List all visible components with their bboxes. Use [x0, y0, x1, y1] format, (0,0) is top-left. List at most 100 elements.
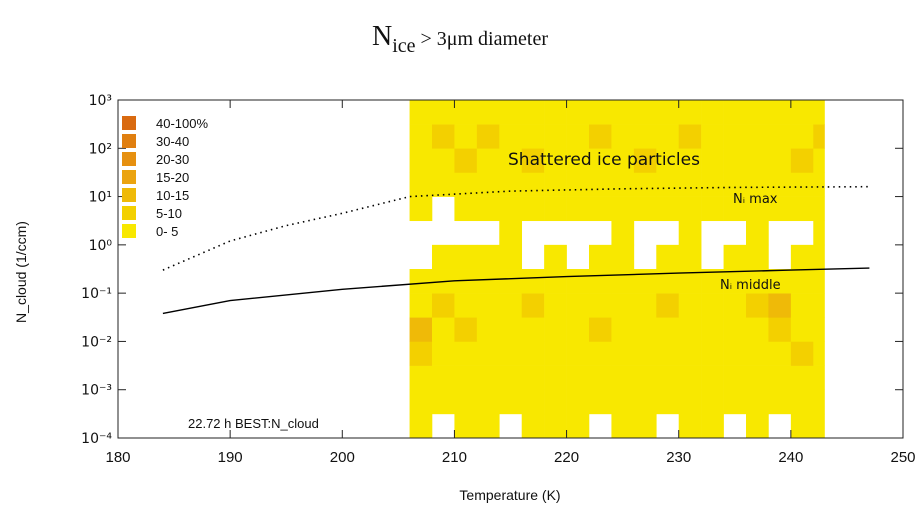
heat-cell	[589, 341, 612, 366]
heat-cell	[656, 365, 680, 391]
heat-cell	[723, 269, 747, 294]
heat-cell	[768, 365, 792, 391]
heat-cell	[566, 413, 590, 439]
heat-cell	[521, 172, 545, 197]
y-tick-label: 10⁰	[89, 238, 113, 254]
heat-cell	[701, 413, 724, 439]
heat-cell	[476, 413, 500, 439]
heat-cell	[432, 341, 455, 366]
annotation: 22.72 h BEST:N_cloud	[188, 416, 319, 431]
legend-swatch	[122, 206, 136, 220]
heat-cell	[521, 317, 545, 342]
heat-cell	[521, 100, 545, 125]
heat-cell	[409, 269, 433, 294]
heat-cell	[589, 244, 612, 270]
y-tick-label: 10²	[89, 141, 112, 157]
heat-cell	[656, 196, 680, 222]
heat-cell	[521, 413, 545, 439]
heat-cell	[611, 124, 635, 149]
heat-cell	[544, 244, 567, 270]
heat-cell	[790, 317, 814, 342]
heat-cell	[678, 148, 702, 173]
heat-cell	[678, 244, 702, 270]
heat-cell	[499, 172, 523, 197]
heat-cell	[633, 317, 657, 342]
heat-cell	[678, 269, 702, 294]
heat-cell	[454, 196, 478, 222]
heat-cell	[813, 148, 825, 173]
heat-cell	[476, 365, 500, 391]
heat-cell	[746, 341, 769, 366]
heat-cell	[476, 148, 500, 173]
series-label: Nᵢ middle	[720, 278, 781, 293]
heat-cell	[499, 317, 523, 342]
heat-cell	[678, 341, 702, 366]
heat-cell	[454, 389, 478, 415]
heat-cell	[723, 124, 747, 149]
heat-cell	[544, 389, 567, 415]
heat-cell	[566, 172, 590, 197]
heat-cell	[521, 341, 545, 366]
legend-swatch	[122, 134, 136, 148]
heat-cell	[566, 196, 590, 222]
legend-label: 40-100%	[156, 116, 208, 131]
legend-label: 10-15	[156, 188, 189, 203]
heat-cell	[813, 413, 825, 439]
heat-cell	[813, 341, 825, 366]
heat-cell	[790, 389, 814, 415]
heat-cell	[566, 389, 590, 415]
x-tick-label: 200	[330, 449, 355, 466]
heat-cell	[611, 317, 635, 342]
heat-cell	[566, 317, 590, 342]
heat-cell	[589, 148, 612, 173]
heat-cell	[701, 293, 724, 318]
y-tick-label: 10⁻⁴	[81, 431, 112, 447]
heat-cell	[476, 244, 500, 270]
heat-cell	[701, 100, 724, 125]
heat-cell	[432, 365, 455, 391]
heat-cell	[723, 365, 747, 391]
heat-cell	[678, 389, 702, 415]
heat-cell	[611, 365, 635, 391]
heat-cell	[611, 293, 635, 318]
legend-label: 15-20	[156, 170, 189, 185]
y-tick-label: 10³	[89, 93, 112, 109]
x-tick-label: 220	[554, 449, 579, 466]
heat-cell	[611, 172, 635, 197]
heat-cell	[656, 124, 680, 149]
heat-cell	[633, 124, 657, 149]
heat-cell	[409, 389, 433, 415]
heat-cell	[409, 317, 433, 342]
heat-cell	[723, 100, 747, 125]
heat-cell	[746, 269, 769, 294]
heat-cell	[499, 220, 523, 246]
heat-cell	[454, 100, 478, 125]
heat-cell	[656, 269, 680, 294]
heat-cell	[432, 100, 455, 125]
heat-cell	[790, 196, 814, 222]
heat-cell	[611, 148, 635, 173]
heat-cell	[566, 124, 590, 149]
x-tick-label: 190	[218, 449, 243, 466]
chart-title: Nice > 3μm diameter	[372, 21, 548, 57]
heat-cell	[409, 100, 433, 125]
heat-cell	[701, 196, 724, 222]
heat-cell	[499, 269, 523, 294]
heat-cell	[566, 293, 590, 318]
heat-cell	[521, 269, 545, 294]
heat-cell	[678, 293, 702, 318]
heat-cell	[813, 317, 825, 342]
heat-cell	[476, 124, 500, 149]
heat-cell	[454, 317, 478, 342]
series-line	[162, 267, 870, 315]
heat-cell	[656, 148, 680, 173]
heat-cell	[723, 148, 747, 173]
heat-cell	[633, 148, 657, 173]
heat-cell	[521, 293, 545, 318]
heat-cell	[656, 172, 680, 197]
heat-cell	[813, 293, 825, 318]
heat-cell	[813, 172, 825, 197]
heat-cell	[432, 148, 455, 173]
series-label: Nᵢ max	[733, 192, 778, 207]
heat-cell	[746, 365, 769, 391]
